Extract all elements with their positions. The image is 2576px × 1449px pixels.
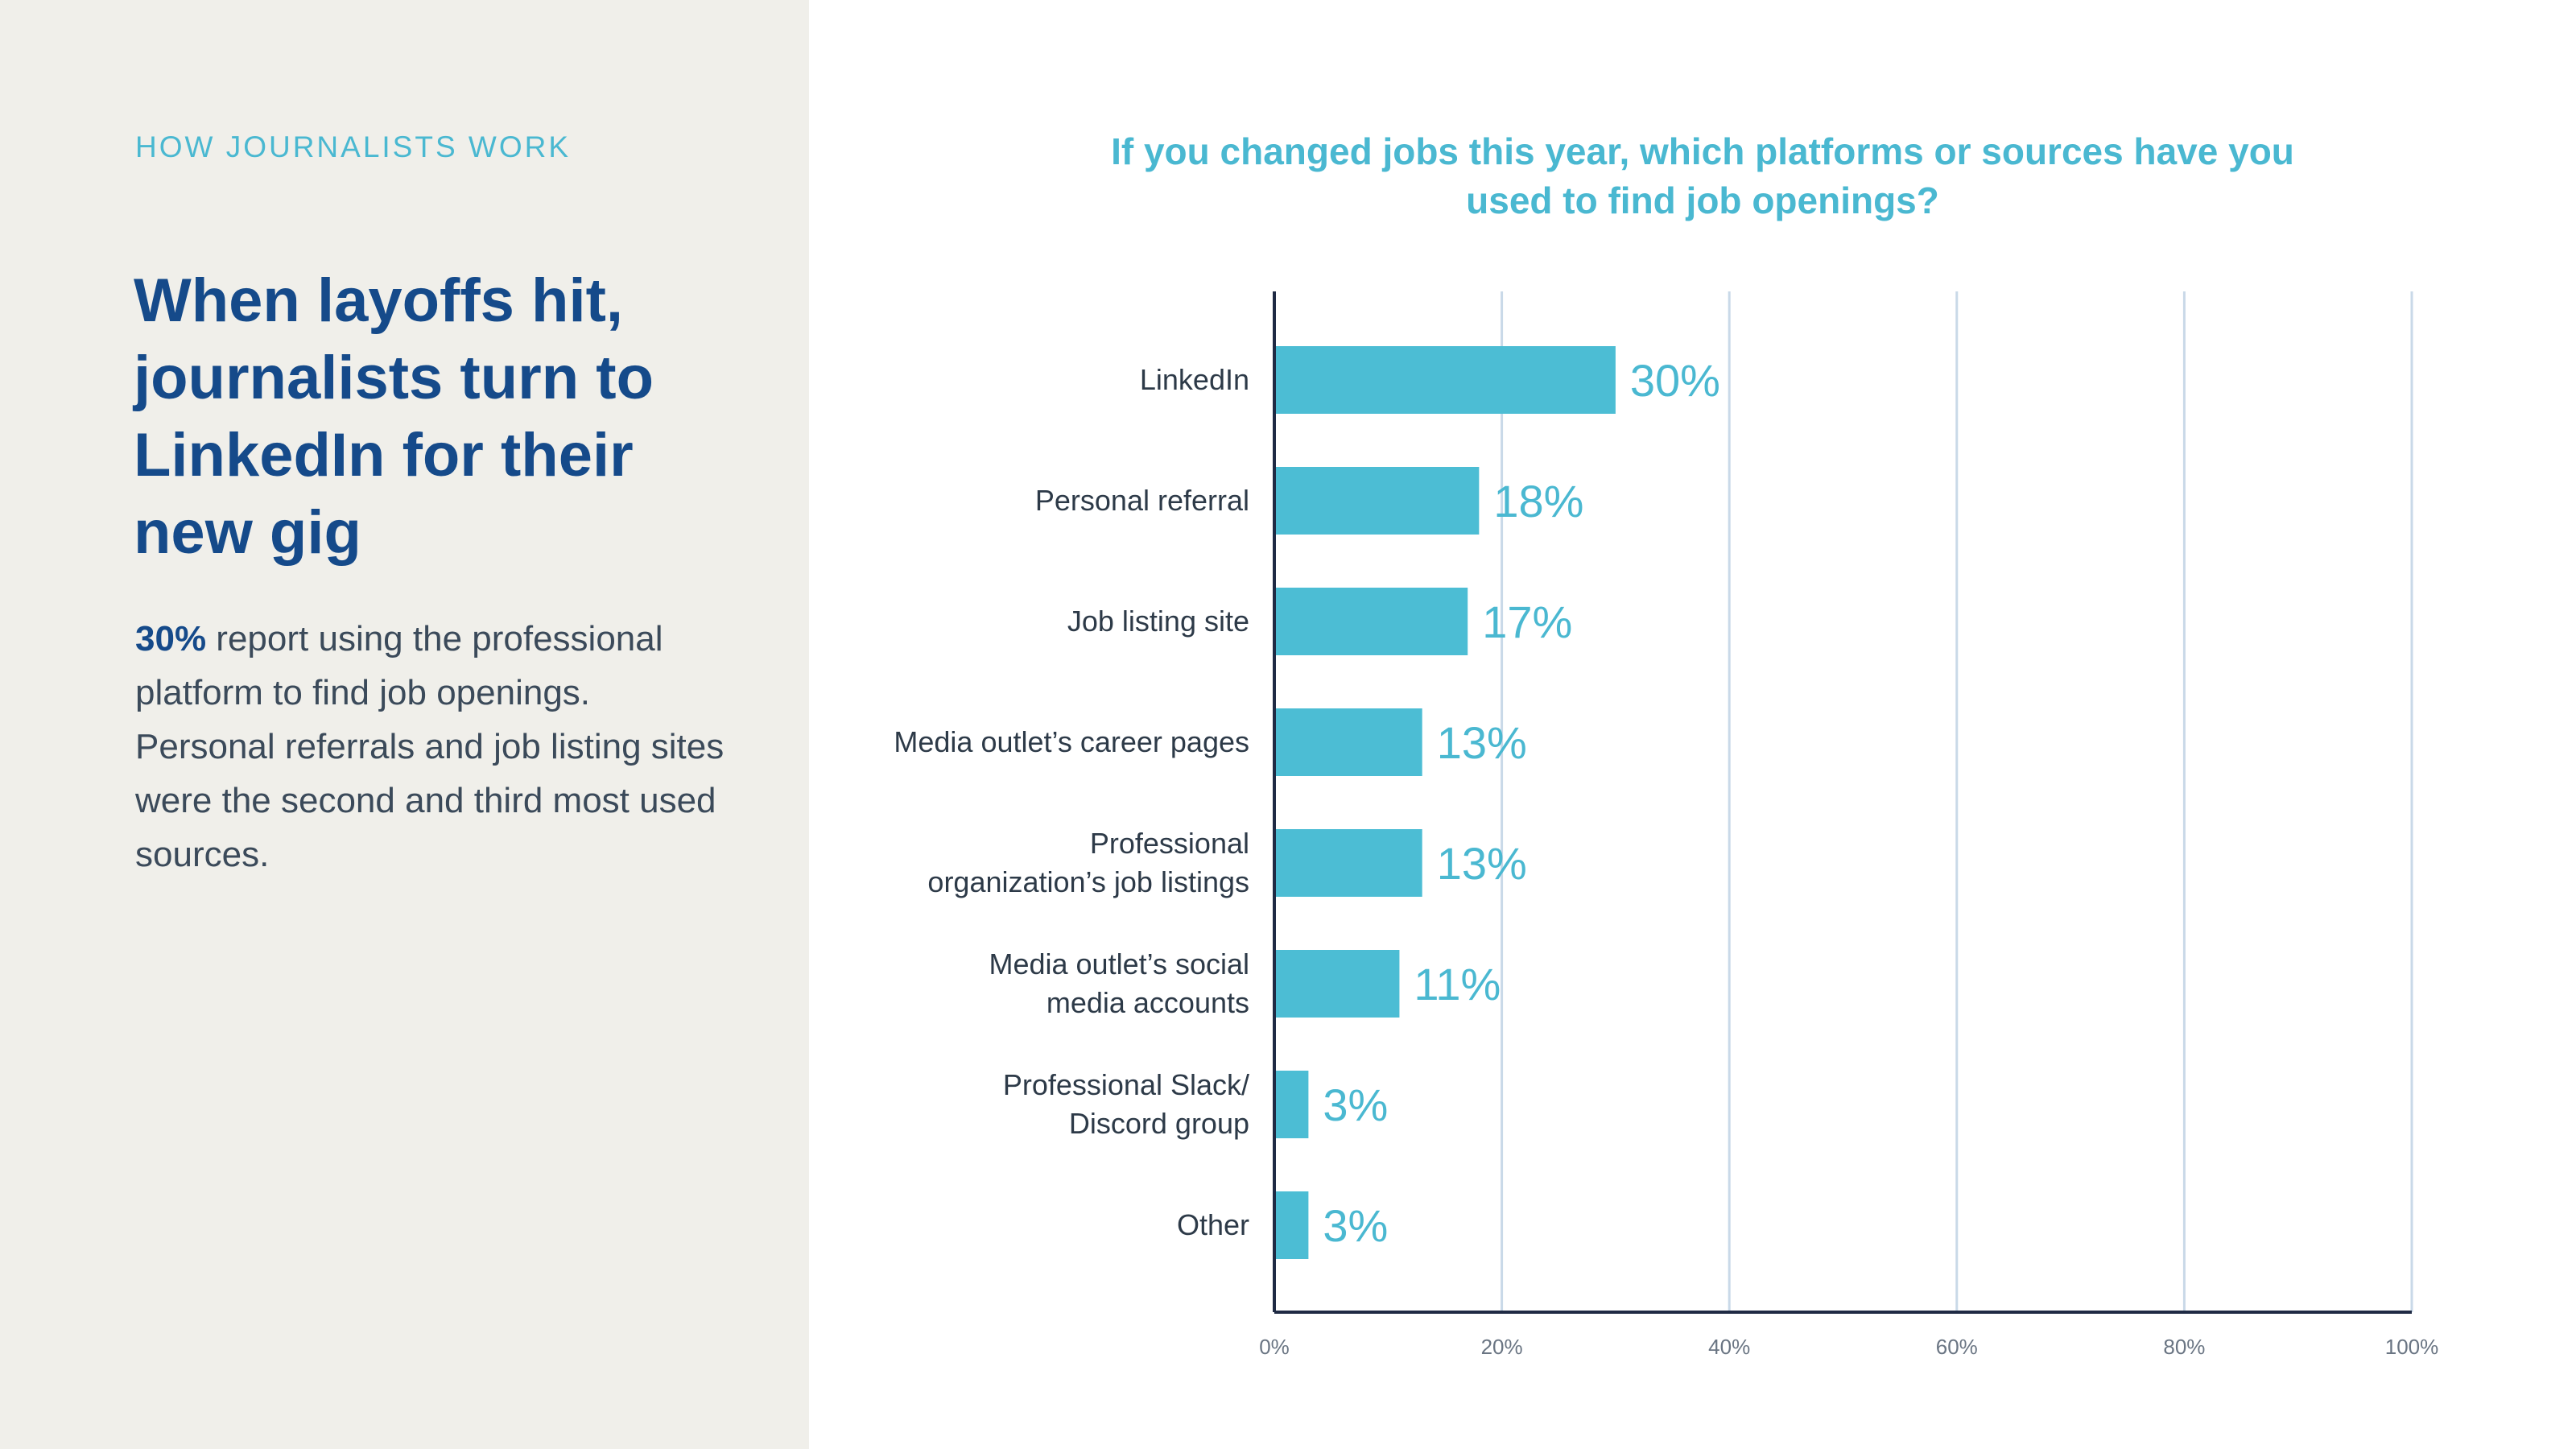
value-label: 11% [1414, 959, 1501, 1009]
bar [1274, 1191, 1309, 1259]
value-label: 3% [1323, 1200, 1388, 1251]
value-label: 18% [1493, 476, 1583, 526]
value-label: 30% [1630, 355, 1720, 406]
value-label: 17% [1482, 597, 1572, 647]
bar [1274, 829, 1422, 897]
bar [1274, 950, 1400, 1018]
category-label-line: Professional Slack/ [1003, 1068, 1249, 1101]
category-label: Media outlet’s social media accounts [989, 947, 1249, 1019]
headline: When layoffs hit, journalists turn to Li… [134, 266, 654, 567]
bar [1274, 1071, 1309, 1138]
bar [1274, 708, 1422, 776]
category-label: LinkedIn [1140, 363, 1249, 396]
category-label: Media outlet’s career pages [894, 725, 1249, 758]
bar [1274, 588, 1468, 655]
category-label: Other [1177, 1208, 1249, 1241]
section-kicker: HOW JOURNALISTS WORK [135, 130, 572, 163]
category-label-line: Job listing site [1067, 605, 1249, 638]
x-tick-label: 40% [1708, 1335, 1750, 1359]
category-label: Personal referral [1035, 484, 1249, 517]
left-panel: HOW JOURNALISTS WORK When layoffs hit, j… [0, 0, 809, 1449]
x-tick-label: 100% [2385, 1335, 2439, 1359]
category-label-line: Other [1177, 1208, 1249, 1241]
category-label-line: Media outlet’s social [989, 947, 1249, 980]
value-label: 3% [1323, 1080, 1388, 1130]
category-label: Job listing site [1067, 605, 1249, 638]
x-tick-label: 20% [1481, 1335, 1523, 1359]
category-label-line: Media outlet’s career pages [894, 725, 1249, 758]
category-label-line: Professional [1090, 827, 1249, 860]
body-rest: report using the professional platform t… [135, 619, 724, 874]
x-tick-label: 0% [1259, 1335, 1290, 1359]
chart-title: If you changed jobs this year, which pla… [1111, 130, 2294, 221]
category-label-line: media accounts [1046, 986, 1249, 1019]
category-label: Professional organization’s job listings [927, 827, 1249, 898]
category-label-line: Personal referral [1035, 484, 1249, 517]
x-tick-label: 60% [1936, 1335, 1978, 1359]
value-label: 13% [1437, 717, 1527, 768]
body-text: 30% report using the professional platfo… [135, 612, 731, 881]
body-highlight: 30% [135, 619, 207, 658]
category-label-line: LinkedIn [1140, 363, 1249, 396]
value-label: 13% [1437, 838, 1527, 889]
category-label-line: Discord group [1069, 1107, 1249, 1140]
category-label: Professional Slack/Discord group [1003, 1068, 1249, 1140]
x-tick-label: 80% [2163, 1335, 2205, 1359]
bar [1274, 346, 1616, 414]
bar [1274, 467, 1480, 535]
category-label-line: organization’s job listings [927, 865, 1249, 898]
